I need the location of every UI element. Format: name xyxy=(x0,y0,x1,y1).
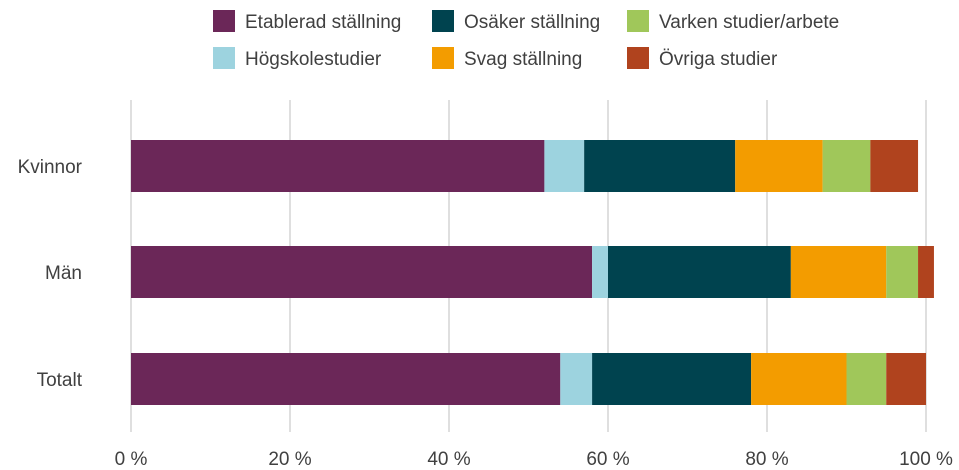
bar-segment-svag-stallning xyxy=(735,140,823,192)
bar-segment-varken-studier-arbete xyxy=(846,353,887,405)
legend-label: Varken studier/arbete xyxy=(659,12,839,33)
bar-segment-etablerad-stallning xyxy=(131,246,593,298)
bar-segment-svag-stallning xyxy=(751,353,847,405)
bar-segment-etablerad-stallning xyxy=(131,353,561,405)
legend: Etablerad ställning Osäker ställning Varke… xyxy=(213,10,839,70)
bar-segment-svag-stallning xyxy=(790,246,887,298)
bar-segment-etablerad-stallning xyxy=(131,140,545,192)
x-tick-label: 40 % xyxy=(427,449,470,470)
legend-label: Övriga studier xyxy=(659,49,778,70)
bar-segment-hogskolestudier xyxy=(560,353,593,405)
bar-segment-osaker-stallning xyxy=(584,140,736,192)
x-tick-label: 100 % xyxy=(899,449,953,470)
x-tick-label: 20 % xyxy=(268,449,311,470)
x-tick-label: 80 % xyxy=(745,449,788,470)
bar-segment-hogskolestudier xyxy=(544,140,585,192)
bar-segment-hogskolestudier xyxy=(592,246,608,298)
legend-swatch-svag-stallning xyxy=(432,47,454,69)
bar-segment-varken-studier-arbete xyxy=(822,140,871,192)
bar-segment-ovriga-studier xyxy=(870,140,919,192)
legend-label: Svag ställning xyxy=(464,49,582,70)
legend-swatch-osaker-stallning xyxy=(432,10,454,32)
legend-label: Etablerad ställning xyxy=(245,12,401,33)
bar-segment-osaker-stallning xyxy=(592,353,752,405)
category-label: Män xyxy=(45,263,82,284)
category-labels: Kvinnor Män Totalt xyxy=(18,157,83,391)
bar-segment-ovriga-studier xyxy=(918,246,934,298)
bars xyxy=(131,140,934,405)
legend-label: Osäker ställning xyxy=(464,12,600,33)
legend-swatch-hogskolestudier xyxy=(213,47,235,69)
bar-segment-osaker-stallning xyxy=(608,246,791,298)
legend-swatch-ovriga-studier xyxy=(627,47,649,69)
legend-label: Högskolestudier xyxy=(245,49,382,70)
x-tick-label: 0 % xyxy=(115,449,148,470)
legend-swatch-varken-studier-arbete xyxy=(627,10,649,32)
category-label: Kvinnor xyxy=(18,157,83,178)
x-axis-tick-labels: 0 % 20 % 40 % 60 % 80 % 100 % xyxy=(115,449,953,470)
x-tick-label: 60 % xyxy=(586,449,629,470)
bar-segment-ovriga-studier xyxy=(886,353,926,405)
category-label: Totalt xyxy=(37,370,83,391)
legend-swatch-etablerad-stallning xyxy=(213,10,235,32)
bar-segment-varken-studier-arbete xyxy=(886,246,919,298)
